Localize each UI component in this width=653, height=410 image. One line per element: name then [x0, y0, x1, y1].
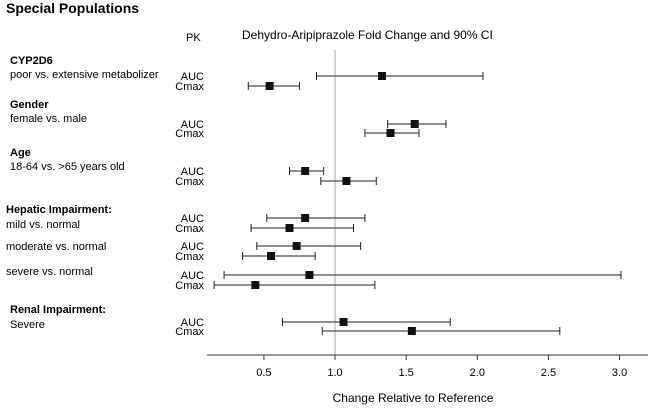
estimate-marker — [251, 281, 260, 289]
pk-label: Cmax — [175, 280, 204, 292]
forest-row-auc: AUC — [181, 241, 362, 253]
x-axis-label: Change Relative to Reference — [333, 391, 494, 405]
estimate-marker — [265, 82, 274, 90]
x-tick-label: 1.0 — [327, 367, 342, 379]
pk-label: Cmax — [175, 251, 204, 263]
pk-label: AUC — [181, 241, 204, 253]
estimate-marker — [342, 177, 351, 185]
subgroup-label-female-vs-male: female vs. male — [10, 113, 87, 125]
forest-row-cmax: Cmax — [175, 176, 377, 188]
pk-label: Cmax — [175, 81, 204, 93]
pk-label: Cmax — [175, 128, 204, 140]
pk-label: Cmax — [175, 326, 204, 338]
pk-label: AUC — [181, 166, 204, 178]
estimate-marker — [339, 318, 348, 326]
estimate-marker — [301, 167, 310, 175]
forest-row-cmax: Cmax — [175, 128, 420, 140]
chart-title: Special Populations — [6, 0, 139, 16]
x-tick-label: 2.0 — [470, 367, 485, 379]
forest-row-cmax: Cmax — [175, 81, 300, 93]
plot-header: Dehydro-Aripiprazole Fold Change and 90%… — [242, 28, 493, 42]
subgroup-label-moderate: moderate vs. normal — [6, 241, 106, 253]
group-labels: CYP2D6 poor vs. extensive metabolizer Ge… — [6, 55, 159, 331]
subgroup-label-severe: severe vs. normal — [6, 266, 93, 278]
pk-column-header: PK — [186, 32, 201, 44]
pk-label: AUC — [181, 71, 204, 83]
subgroup-label-mild: mild vs. normal — [6, 219, 80, 231]
pk-label: AUC — [181, 213, 204, 225]
pk-label: AUC — [181, 270, 204, 282]
estimate-marker — [407, 327, 416, 335]
estimate-marker — [410, 120, 419, 128]
estimate-marker — [267, 252, 276, 260]
forest-row-cmax: Cmax — [175, 251, 316, 263]
forest-row-cmax: Cmax — [175, 223, 355, 235]
forest-row-auc: AUC — [181, 270, 622, 282]
forest-row-cmax: Cmax — [175, 280, 376, 292]
forest-row-auc: AUC — [181, 71, 484, 83]
subgroup-label-renal-severe: Severe — [10, 319, 45, 331]
forest-row-auc: AUC — [181, 119, 447, 131]
estimate-marker — [285, 224, 294, 232]
x-axis-ticks: 0.5 1.0 1.5 2.0 2.5 3.0 — [256, 355, 627, 379]
pk-label: Cmax — [175, 176, 204, 188]
x-tick-label: 0.5 — [256, 367, 271, 379]
group-label-age: Age — [10, 147, 31, 159]
group-label-gender: Gender — [10, 99, 49, 111]
forest-rows: AUCCmaxAUCCmaxAUCCmaxAUCCmaxAUCCmaxAUCCm… — [175, 71, 622, 338]
x-tick-label: 1.5 — [399, 367, 414, 379]
estimate-marker — [301, 214, 310, 222]
subgroup-label-poor-vs-extensive: poor vs. extensive metabolizer — [10, 69, 159, 81]
forest-row-auc: AUC — [181, 166, 325, 178]
pk-label: AUC — [181, 119, 204, 131]
estimate-marker — [305, 271, 314, 279]
estimate-marker — [292, 242, 301, 250]
group-label-renal: Renal Impairment: — [10, 304, 106, 316]
estimate-marker — [386, 129, 395, 137]
x-tick-label: 2.5 — [541, 367, 556, 379]
estimate-marker — [377, 72, 386, 80]
forest-row-auc: AUC — [181, 317, 451, 329]
forest-row-auc: AUC — [181, 213, 366, 225]
x-tick-label: 3.0 — [612, 367, 627, 379]
subgroup-label-age-range: 18-64 vs. >65 years old — [10, 161, 125, 173]
pk-label: Cmax — [175, 223, 204, 235]
forest-row-cmax: Cmax — [175, 326, 561, 338]
group-label-cyp2d6: CYP2D6 — [10, 55, 53, 67]
group-label-hepatic: Hepatic Impairment: — [6, 204, 112, 216]
pk-label: AUC — [181, 317, 204, 329]
